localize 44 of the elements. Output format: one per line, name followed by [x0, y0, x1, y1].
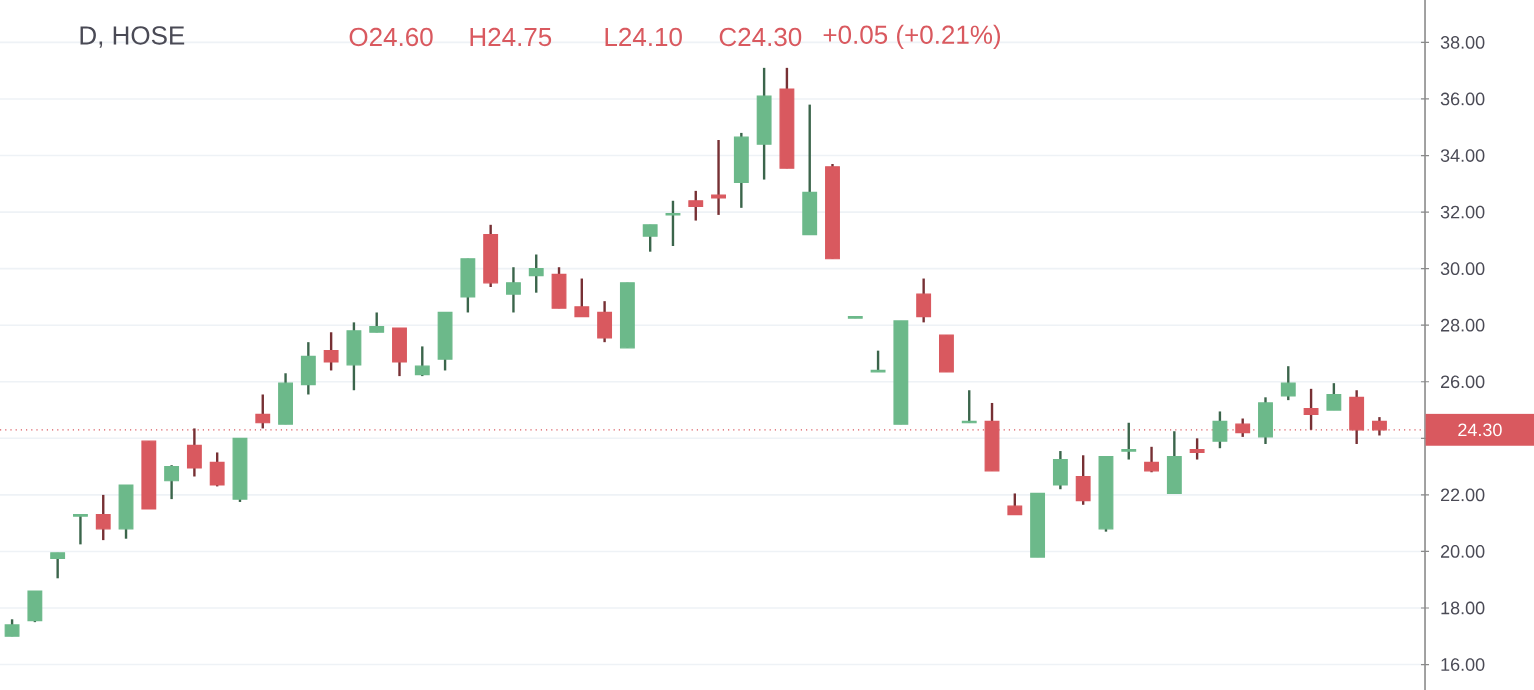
annotation: H24.75 — [470, 27, 552, 47]
y-tick-label: 36.00 — [1440, 92, 1485, 106]
annotation: L24.10 — [605, 27, 682, 47]
y-tick-label: 32.00 — [1440, 205, 1485, 219]
candlestick — [916, 277, 932, 324]
candlestick — [1280, 365, 1296, 402]
candlestick — [414, 345, 430, 378]
text: D, HOSE — [80, 26, 185, 48]
candlestick — [323, 331, 339, 372]
candlestick — [1144, 445, 1159, 474]
candlestick — [50, 551, 66, 580]
candlestick — [1121, 421, 1137, 461]
candlestick — [186, 427, 202, 478]
y-tick-label: 18.00 — [1441, 601, 1485, 615]
candlestick — [1007, 492, 1023, 516]
candlestick — [369, 311, 385, 334]
candlestick — [73, 513, 88, 546]
y-tick-label: 28.00 — [1441, 318, 1485, 332]
candlestick — [688, 189, 704, 222]
candlestick — [255, 393, 271, 430]
y-tick-label: 16.00 — [1441, 658, 1485, 671]
candlestick — [665, 199, 681, 248]
candlestick — [209, 451, 225, 488]
y-tick-label: 38.00 — [1440, 36, 1485, 49]
annotation: O24.60 — [349, 27, 433, 47]
candlestick — [1189, 437, 1205, 461]
candlestick — [95, 493, 111, 542]
candlestick — [870, 349, 886, 374]
candlestick — [506, 266, 521, 314]
y-tick-label: 30.00 — [1440, 262, 1485, 276]
candlestick — [164, 463, 180, 501]
y-tick-label: 20.00 — [1441, 545, 1485, 558]
y-tick-label: 34.00 — [1440, 149, 1485, 162]
candlestick — [642, 223, 658, 253]
ref-line-label: 24.30 — [1458, 423, 1502, 437]
y-tick-label: 26.00 — [1441, 375, 1485, 389]
candlestick — [528, 253, 544, 294]
candlestick — [711, 138, 726, 217]
annotation: C24.30 — [719, 27, 802, 47]
candlestick — [574, 277, 590, 318]
y-tick-label: 22.00 — [1441, 488, 1485, 502]
candlestick — [1212, 410, 1228, 450]
annotation: +0.05 (+0.21%) — [823, 24, 1001, 50]
candlestick — [1326, 381, 1342, 412]
